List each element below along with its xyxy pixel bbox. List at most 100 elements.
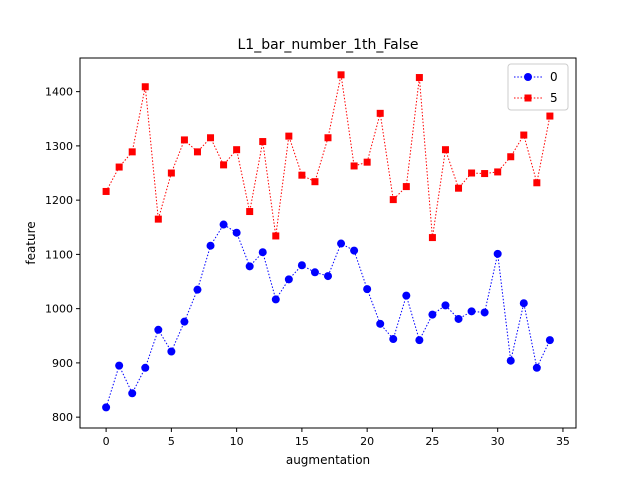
data-point-5 xyxy=(259,138,267,146)
y-tick-label: 900 xyxy=(52,357,73,370)
x-tick-label: 20 xyxy=(360,435,374,448)
data-point-5 xyxy=(246,208,254,216)
data-point-5 xyxy=(102,187,110,195)
data-point-5 xyxy=(233,146,241,154)
data-point-0 xyxy=(154,325,163,334)
data-point-0 xyxy=(376,319,385,328)
data-point-0 xyxy=(271,295,280,304)
data-point-0 xyxy=(258,248,267,257)
legend-marker-5 xyxy=(524,94,532,102)
data-point-0 xyxy=(441,301,450,310)
data-point-5 xyxy=(428,234,436,242)
series-markers xyxy=(102,71,554,412)
data-point-5 xyxy=(324,134,332,142)
legend-marker-0 xyxy=(524,73,532,81)
data-point-5 xyxy=(167,169,175,177)
data-point-0 xyxy=(532,363,541,372)
series-lines xyxy=(105,74,551,408)
data-point-5 xyxy=(533,179,541,187)
data-point-5 xyxy=(507,153,515,161)
data-point-0 xyxy=(141,363,150,372)
x-tick-label: 15 xyxy=(295,435,309,448)
y-tick-label: 1100 xyxy=(45,248,73,261)
data-point-0 xyxy=(519,299,528,308)
data-point-5 xyxy=(389,196,397,204)
data-point-5 xyxy=(468,169,476,177)
y-axis: 800 900 1000 1100 1200 1300 1400 xyxy=(45,86,80,424)
plot-area-frame xyxy=(79,57,577,429)
data-point-0 xyxy=(180,317,189,326)
x-tick-label: 30 xyxy=(491,435,505,448)
legend-box xyxy=(507,63,569,111)
data-point-5 xyxy=(298,171,306,179)
data-point-5 xyxy=(207,134,215,142)
legend-label-0: 0 xyxy=(550,70,558,84)
data-point-0 xyxy=(219,220,228,229)
x-tick-label: 0 xyxy=(103,435,110,448)
data-point-5 xyxy=(311,178,319,186)
data-point-5 xyxy=(415,74,423,82)
data-point-5 xyxy=(350,162,358,170)
data-point-5 xyxy=(337,71,345,79)
data-point-5 xyxy=(546,112,554,120)
data-point-0 xyxy=(363,285,372,294)
data-point-0 xyxy=(115,361,124,370)
data-point-5 xyxy=(376,109,384,117)
data-point-0 xyxy=(167,347,176,356)
data-point-0 xyxy=(415,336,424,345)
data-point-5 xyxy=(520,131,528,139)
data-point-0 xyxy=(297,261,306,270)
data-point-0 xyxy=(350,246,359,255)
legend-label-5: 5 xyxy=(550,91,558,105)
x-axis-label: augmentation xyxy=(286,453,370,467)
y-tick-label: 1000 xyxy=(45,303,73,316)
x-tick-label: 5 xyxy=(168,435,175,448)
y-axis-label: feature xyxy=(24,221,38,264)
data-point-0 xyxy=(480,308,489,317)
legend: 05 xyxy=(507,63,569,111)
series-line-0 xyxy=(105,223,551,408)
data-point-5 xyxy=(272,232,280,240)
data-point-5 xyxy=(455,184,463,192)
chart-title: L1_bar_number_1th_False xyxy=(238,37,419,53)
data-point-5 xyxy=(402,183,410,191)
data-point-0 xyxy=(102,403,111,412)
data-point-0 xyxy=(467,307,476,316)
data-point-0 xyxy=(284,275,293,284)
data-point-0 xyxy=(193,285,202,294)
data-point-5 xyxy=(115,163,123,171)
series-line-5 xyxy=(105,74,551,238)
x-tick-label: 10 xyxy=(230,435,244,448)
y-tick-label: 800 xyxy=(52,411,73,424)
data-point-5 xyxy=(193,148,201,156)
data-point-0 xyxy=(506,356,515,365)
data-point-5 xyxy=(141,83,149,91)
y-tick-label: 1400 xyxy=(45,86,73,99)
data-point-0 xyxy=(324,272,332,281)
x-tick-label: 25 xyxy=(425,435,439,448)
data-point-5 xyxy=(441,146,449,154)
x-axis: 0 5 10 15 20 25 30 35 xyxy=(103,428,570,448)
data-point-0 xyxy=(206,241,215,250)
data-point-5 xyxy=(285,132,293,140)
data-point-5 xyxy=(180,136,188,144)
data-point-0 xyxy=(493,249,502,258)
y-tick-label: 1200 xyxy=(45,194,73,207)
data-point-0 xyxy=(310,268,319,277)
data-point-5 xyxy=(481,170,489,178)
data-point-0 xyxy=(232,228,241,237)
data-point-0 xyxy=(402,291,411,300)
data-point-5 xyxy=(494,168,502,176)
data-point-5 xyxy=(363,158,371,166)
data-point-0 xyxy=(545,336,554,345)
data-point-5 xyxy=(154,215,162,223)
y-tick-label: 1300 xyxy=(45,140,73,153)
x-tick-label: 35 xyxy=(556,435,570,448)
data-point-0 xyxy=(245,262,254,271)
data-point-0 xyxy=(128,389,137,398)
data-point-0 xyxy=(428,310,437,319)
data-point-0 xyxy=(337,239,346,248)
data-point-0 xyxy=(454,314,463,323)
data-point-5 xyxy=(128,148,136,156)
